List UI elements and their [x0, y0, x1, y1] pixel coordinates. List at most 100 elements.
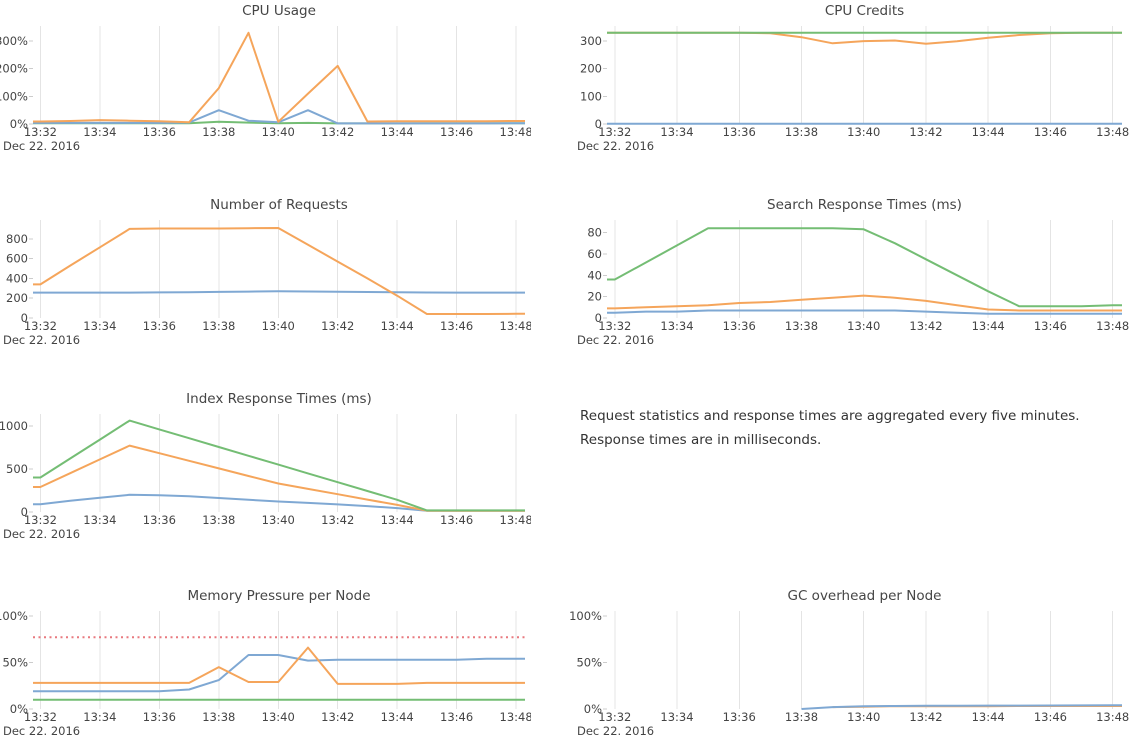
- series-orange-line: [607, 294, 1122, 312]
- x-axis-date-label: Dec 22. 2016: [3, 527, 81, 541]
- memory-pressure-chart[interactable]: Memory Pressure per Node Dec 22. 2016 0%…: [0, 585, 531, 743]
- x-tick-label: 13:48: [1096, 319, 1129, 333]
- x-tick-label: 13:46: [440, 319, 473, 333]
- x-tick-label: 13:34: [660, 319, 693, 333]
- x-tick-label: 13:38: [202, 125, 235, 139]
- x-tick-label: 13:32: [598, 319, 631, 333]
- series-green-line: [33, 419, 525, 512]
- y-tick-label: 200: [6, 291, 28, 305]
- chart-canvas[interactable]: 0 200 400 600 800 13:32 13:34 13:36 13:38 13:40 13…: [0, 194, 531, 352]
- x-tick-label: 13:38: [202, 513, 235, 527]
- x-tick-label: 13:44: [381, 513, 414, 527]
- x-tick-label: 13:38: [202, 319, 235, 333]
- series-orange-line: [33, 31, 525, 124]
- x-tick-label: 13:48: [500, 710, 531, 724]
- y-tick-label: 500: [6, 462, 28, 476]
- x-axis-date-label: Dec 22. 2016: [3, 724, 81, 738]
- series-orange-line: [607, 31, 1122, 45]
- y-tick-label: 80: [587, 226, 602, 240]
- x-tick-label: 13:36: [723, 125, 756, 139]
- search-response-times-chart[interactable]: Search Response Times (ms) Dec 22. 2016 …: [565, 194, 1131, 352]
- x-tick-label: 13:36: [143, 319, 176, 333]
- x-tick-label: 13:46: [440, 513, 473, 527]
- chart-canvas[interactable]: 0% 50% 100% 13:32 13:34 13:36 13:38 13:40 13:42 1…: [565, 585, 1131, 743]
- chart-canvas[interactable]: 0% 50% 100% 13:32 13:34 13:36 13:38 13:40 13:42 1…: [0, 585, 531, 743]
- x-tick-label: 13:42: [909, 710, 942, 724]
- series-green-line: [607, 227, 1122, 308]
- x-tick-label: 13:42: [321, 513, 354, 527]
- chart-canvas[interactable]: 0% 100% 200% 300% 13:32 13:34 13:36 13:38 13:40 1…: [0, 0, 531, 158]
- x-tick-label: 13:34: [660, 710, 693, 724]
- x-tick-label: 13:46: [1034, 319, 1067, 333]
- x-tick-label: 13:48: [1096, 125, 1129, 139]
- x-tick-label: 13:38: [785, 125, 818, 139]
- x-tick-label: 13:46: [1034, 125, 1067, 139]
- x-tick-label: 13:48: [500, 319, 531, 333]
- x-tick-label: 13:38: [202, 710, 235, 724]
- chart-title: Search Response Times (ms): [767, 197, 962, 213]
- y-tick-label: 300%: [0, 34, 28, 48]
- chart-canvas[interactable]: 0 500 1000 13:32 13:34 13:36 13:38 13:40 13:42 13…: [0, 388, 531, 546]
- x-tick-label: 13:44: [381, 125, 414, 139]
- x-tick-label: 13:40: [847, 319, 880, 333]
- x-tick-label: 13:42: [321, 319, 354, 333]
- x-tick-label: 13:32: [24, 710, 57, 724]
- x-tick-label: 13:44: [381, 319, 414, 333]
- series-blue-line: [33, 290, 525, 294]
- x-tick-label: 13:32: [598, 710, 631, 724]
- x-tick-label: 13:48: [1096, 710, 1129, 724]
- series-orange-line: [33, 227, 525, 315]
- x-tick-label: 13:48: [500, 513, 531, 527]
- y-tick-label: 0: [595, 311, 602, 325]
- chart-canvas[interactable]: 0 20 40 60 80 13:32 13:34 13:36 13:38 13:40 13:42 1…: [565, 194, 1131, 352]
- chart-title: Index Response Times (ms): [186, 391, 372, 407]
- x-tick-label: 13:36: [143, 125, 176, 139]
- y-tick-label: 60: [587, 247, 602, 261]
- x-axis-date-label: Dec 22. 2016: [577, 139, 655, 153]
- x-tick-label: 13:38: [785, 710, 818, 724]
- x-tick-label: 13:32: [24, 125, 57, 139]
- cpu-usage-chart[interactable]: CPU Usage Dec 22. 2016 0% 100% 200% 300% 13:…: [0, 0, 531, 158]
- x-tick-label: 13:34: [83, 319, 116, 333]
- x-tick-label: 13:40: [847, 125, 880, 139]
- chart-title: Memory Pressure per Node: [187, 588, 371, 604]
- x-tick-label: 13:32: [24, 319, 57, 333]
- x-axis-date-label: Dec 22. 2016: [577, 333, 655, 347]
- y-tick-label: 800: [6, 232, 28, 246]
- x-tick-label: 13:34: [83, 125, 116, 139]
- gc-overhead-chart[interactable]: GC overhead per Node Dec 22. 2016 0% 50% 1…: [565, 585, 1131, 743]
- y-tick-label: 400: [6, 271, 28, 285]
- x-tick-label: 13:46: [440, 710, 473, 724]
- series-blue-line: [607, 309, 1122, 315]
- y-tick-label: 100%: [569, 609, 602, 623]
- y-tick-label: 100: [580, 89, 602, 103]
- x-tick-label: 13:40: [262, 710, 295, 724]
- x-tick-label: 13:36: [143, 710, 176, 724]
- x-axis-date-label: Dec 22. 2016: [3, 333, 81, 347]
- y-tick-label: 0%: [10, 702, 28, 716]
- x-tick-label: 13:34: [83, 513, 116, 527]
- chart-title: GC overhead per Node: [787, 588, 942, 604]
- x-tick-label: 13:36: [723, 319, 756, 333]
- y-tick-label: 50%: [2, 655, 28, 669]
- series-blue-line: [33, 493, 525, 512]
- x-tick-label: 13:40: [262, 513, 295, 527]
- chart-title: CPU Usage: [242, 3, 316, 19]
- x-tick-label: 13:42: [321, 710, 354, 724]
- series-blue-line: [33, 654, 525, 693]
- cpu-credits-chart[interactable]: CPU Credits Dec 22. 2016 0 100 200 300 13:32…: [565, 0, 1131, 158]
- aggregation-note: Request statistics and response times ar…: [580, 408, 1080, 449]
- y-tick-label: 0%: [10, 117, 28, 131]
- number-of-requests-chart[interactable]: Number of Requests Dec 22. 2016 0 200 400 6…: [0, 194, 531, 352]
- x-axis-date-label: Dec 22. 2016: [3, 139, 81, 153]
- chart-canvas[interactable]: 0 100 200 300 13:32 13:34 13:36 13:38 13:40 13:42…: [565, 0, 1131, 158]
- x-tick-label: 13:34: [83, 710, 116, 724]
- x-tick-label: 13:36: [723, 710, 756, 724]
- x-tick-label: 13:40: [262, 125, 295, 139]
- index-response-times-chart[interactable]: Index Response Times (ms) Dec 22. 2016 0…: [0, 388, 531, 546]
- x-tick-label: 13:36: [143, 513, 176, 527]
- y-tick-label: 200: [580, 62, 602, 76]
- x-tick-label: 13:46: [440, 125, 473, 139]
- x-tick-label: 13:32: [598, 125, 631, 139]
